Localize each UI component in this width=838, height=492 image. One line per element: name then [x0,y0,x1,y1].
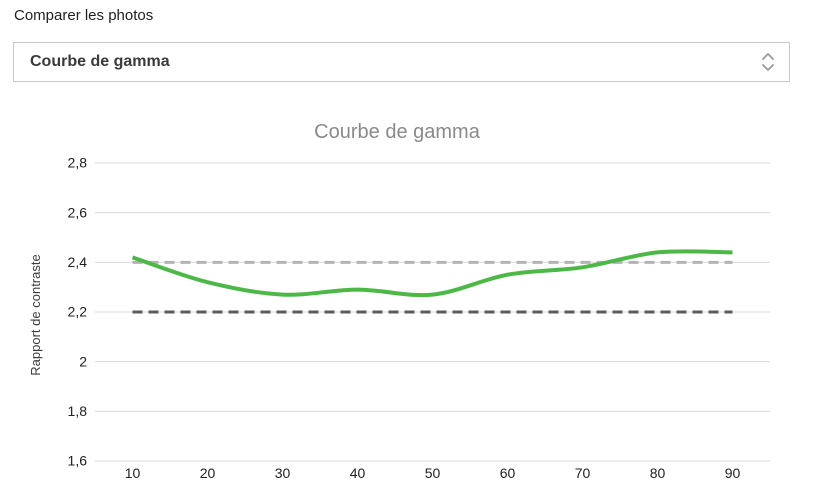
y-tick-label: 2,8 [68,155,88,171]
y-tick-label: 1,6 [68,453,88,469]
y-tick-label: 1,8 [68,403,88,419]
chart-canvas: 1,6 1,8 2 2,2 2,4 2,6 2,8 10 20 30 40 50 60 70 80 90 Cou… [28,121,770,481]
y-tick-label: 2 [79,353,87,369]
chart-title: Courbe de gamma [314,121,481,143]
y-tick-label: 2,4 [68,254,88,270]
y-axis-title: Rapport de contraste [28,254,43,375]
x-tick-label: 50 [425,465,441,481]
unfold-more-icon [761,52,775,72]
x-tick-label: 70 [575,465,591,481]
metric-select-value: Courbe de gamma [30,53,170,70]
x-tick-label: 10 [125,465,141,481]
y-tick-label: 2,6 [68,204,88,220]
x-tick-label: 40 [350,465,366,481]
gamma-curve-line[interactable] [131,249,733,298]
compare-photos-label: Comparer les photos [14,7,154,24]
metric-select[interactable]: Courbe de gamma [13,42,790,82]
x-tick-label: 90 [725,465,741,481]
gamma-curve-chart: 1,6 1,8 2 2,2 2,4 2,6 2,8 10 20 30 40 50 60 70 80 90 Cou… [0,105,838,492]
y-tick-label: 2,2 [68,304,88,320]
x-tick-label: 30 [275,465,291,481]
x-tick-label: 20 [200,465,216,481]
x-tick-label: 80 [650,465,666,481]
x-tick-label: 60 [500,465,516,481]
